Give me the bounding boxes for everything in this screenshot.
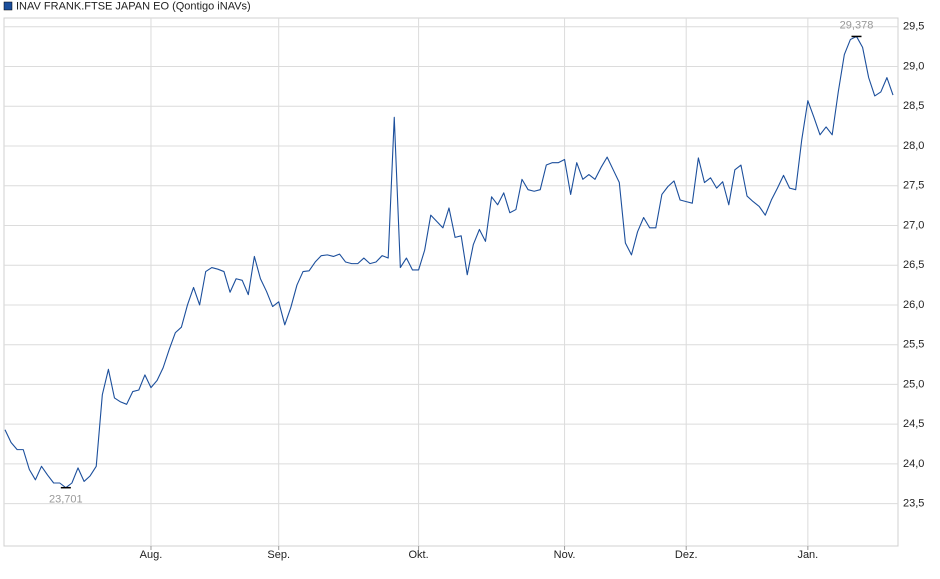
- y-tick-label: 26,5: [903, 259, 924, 271]
- x-tick-label: Jan.: [797, 549, 818, 561]
- y-tick-label: 23,5: [903, 498, 924, 510]
- x-tick-label: Dez.: [675, 549, 698, 561]
- y-tick-label: 25,5: [903, 339, 924, 351]
- y-tick-label: 24,0: [903, 458, 924, 470]
- y-tick-label: 24,5: [903, 418, 924, 430]
- x-tick-label: Aug.: [140, 549, 163, 561]
- legend-swatch: [3, 1, 13, 11]
- y-tick-label: 26,0: [903, 299, 924, 311]
- value-label: 29,378: [840, 19, 874, 31]
- y-tick-label: 29,0: [903, 60, 924, 72]
- y-tick-label: 29,5: [903, 21, 924, 33]
- legend-label: INAV FRANK.FTSE JAPAN EO (Qontigo iNAVs): [16, 0, 251, 12]
- y-tick-label: 28,0: [903, 140, 924, 152]
- y-tick-label: 27,0: [903, 219, 924, 231]
- x-tick-label: Sep.: [267, 549, 290, 561]
- y-tick-label: 28,5: [903, 100, 924, 112]
- y-tick-label: 27,5: [903, 180, 924, 192]
- x-tick-label: Nov.: [554, 549, 576, 561]
- y-tick-label: 25,0: [903, 378, 924, 390]
- price-line: [4, 35, 894, 489]
- value-label: 23,701: [49, 494, 83, 506]
- x-tick-label: Okt.: [409, 549, 429, 561]
- plot-frame: [3, 17, 899, 547]
